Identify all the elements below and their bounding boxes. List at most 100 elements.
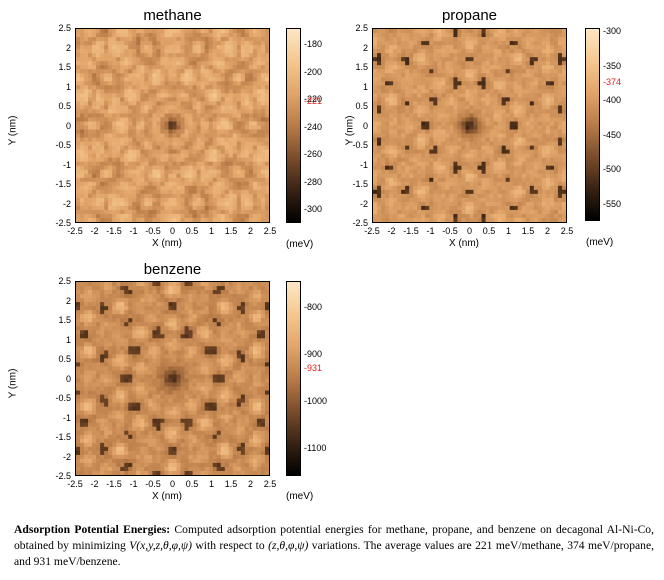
heatmap-cell — [168, 101, 173, 106]
heatmap-cell — [76, 113, 81, 118]
heatmap-cell — [184, 41, 189, 46]
heatmap-cell — [204, 45, 210, 50]
heatmap-cell — [521, 205, 527, 211]
heatmap-cell — [561, 41, 566, 46]
heatmap-cell — [401, 49, 406, 54]
heatmap-cell — [557, 169, 563, 175]
heatmap-cell — [501, 149, 507, 155]
heatmap-cell — [461, 133, 466, 138]
heatmap-cell — [405, 101, 410, 106]
heatmap-cell — [397, 141, 402, 146]
heatmap-cell — [180, 149, 185, 155]
heatmap-cell — [497, 165, 503, 171]
heatmap-cell — [236, 85, 242, 90]
heatmap-cell — [425, 169, 430, 175]
heatmap-cell — [381, 125, 386, 130]
panel-title: benzene — [143, 261, 202, 278]
heatmap-cell — [216, 37, 222, 42]
heatmap-cell — [533, 113, 539, 118]
heatmap-cell — [200, 197, 206, 203]
heatmap-cell — [92, 57, 97, 62]
heatmap-cell — [393, 205, 398, 211]
heatmap-cell — [260, 217, 266, 222]
heatmap-cell — [168, 157, 173, 163]
heatmap-cell — [124, 29, 129, 34]
heatmap-cell — [417, 49, 422, 54]
heatmap-cell — [76, 326, 81, 331]
heatmap-cell — [156, 213, 161, 219]
heatmap-cell — [393, 189, 398, 195]
heatmap-cell — [373, 117, 378, 122]
heatmap-cell — [377, 37, 382, 42]
heatmap-cell — [505, 201, 511, 207]
heatmap-cell — [461, 185, 466, 191]
heatmap-cell — [160, 153, 165, 159]
heatmap-cell — [405, 205, 410, 211]
heatmap-cell — [112, 209, 117, 215]
heatmap-cell — [485, 109, 490, 114]
heatmap-cell — [232, 145, 238, 151]
heatmap-cell — [224, 49, 230, 54]
heatmap-cell — [377, 93, 382, 98]
heatmap-cell — [80, 310, 85, 315]
heatmap-cell — [256, 81, 262, 86]
heatmap-cell — [108, 29, 113, 34]
heatmap-cell — [521, 81, 527, 86]
heatmap-cell — [373, 77, 378, 82]
heatmap-cell — [208, 145, 214, 151]
heatmap-cell — [385, 145, 390, 151]
heatmap-cell — [80, 430, 85, 436]
heatmap-cell — [385, 33, 390, 38]
heatmap-cell — [236, 105, 242, 110]
heatmap-cell — [220, 97, 226, 102]
heatmap-cell — [188, 209, 193, 215]
heatmap-cell — [200, 53, 206, 58]
heatmap-cell — [485, 181, 490, 187]
heatmap-cell — [112, 113, 117, 118]
heatmap-cell — [136, 181, 141, 187]
heatmap-cell — [96, 282, 101, 287]
heatmap-cell — [425, 153, 430, 159]
heatmap-cell — [533, 101, 539, 106]
heatmap-cell — [148, 157, 153, 163]
heatmap-cell — [204, 173, 210, 179]
heatmap-cell — [252, 97, 258, 102]
heatmap-cell — [417, 61, 422, 66]
heatmap-cell — [148, 153, 153, 159]
heatmap-cell — [136, 105, 141, 110]
heatmap-cell — [220, 181, 226, 187]
heatmap-cell — [120, 189, 125, 195]
heatmap-cell — [545, 109, 551, 114]
heatmap-cell — [96, 338, 101, 343]
heatmap-cell — [513, 121, 519, 126]
heatmap-cell — [200, 85, 206, 90]
heatmap-cell — [441, 73, 446, 78]
heatmap-cell — [236, 57, 242, 62]
heatmap-cell — [509, 33, 515, 38]
heatmap-cell — [509, 205, 515, 211]
heatmap-cell — [453, 45, 458, 50]
heatmap-cell — [140, 89, 145, 94]
heatmap-cell — [385, 105, 390, 110]
heatmap-cell — [425, 117, 430, 122]
heatmap-cell — [240, 173, 246, 179]
heatmap-cell — [100, 282, 105, 287]
heatmap-cell — [449, 65, 454, 70]
heatmap-cell — [92, 189, 97, 195]
heatmap-cell — [373, 97, 378, 102]
heatmap-cell — [373, 45, 378, 50]
heatmap-cell — [120, 101, 125, 106]
heatmap-cell — [521, 45, 527, 50]
heatmap-cell — [489, 101, 495, 106]
heatmap-cell — [417, 45, 422, 50]
heatmap-cell — [208, 65, 214, 70]
heatmap-cell — [204, 113, 210, 118]
heatmap-cell — [108, 89, 113, 94]
heatmap-cell — [204, 85, 210, 90]
heatmap-cell — [92, 382, 97, 387]
heatmap-cell — [152, 145, 157, 151]
heatmap-cell — [481, 57, 486, 62]
heatmap-cell — [509, 121, 515, 126]
heatmap-cell — [144, 201, 149, 207]
heatmap-cell — [216, 181, 222, 187]
